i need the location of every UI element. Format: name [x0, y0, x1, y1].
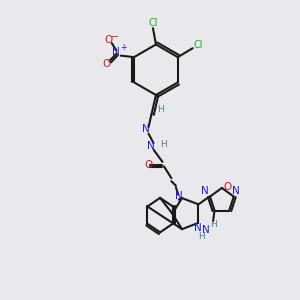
Text: N: N [194, 223, 202, 233]
Text: N: N [112, 47, 120, 57]
Text: Cl: Cl [148, 18, 158, 28]
Text: −: − [111, 32, 119, 42]
Text: N: N [201, 186, 208, 196]
Text: H: H [198, 232, 205, 241]
Text: N: N [175, 191, 183, 201]
Text: O: O [102, 59, 110, 69]
Text: H: H [210, 220, 216, 229]
Text: H: H [158, 105, 164, 114]
Text: +: + [120, 43, 126, 52]
Text: O: O [104, 35, 112, 45]
Text: O: O [223, 182, 231, 192]
Text: N: N [202, 225, 210, 235]
Text: H: H [160, 140, 167, 149]
Text: N: N [147, 141, 154, 151]
Text: Cl: Cl [194, 40, 203, 50]
Text: O: O [144, 160, 152, 170]
Text: N: N [232, 186, 240, 196]
Text: N: N [142, 124, 150, 134]
